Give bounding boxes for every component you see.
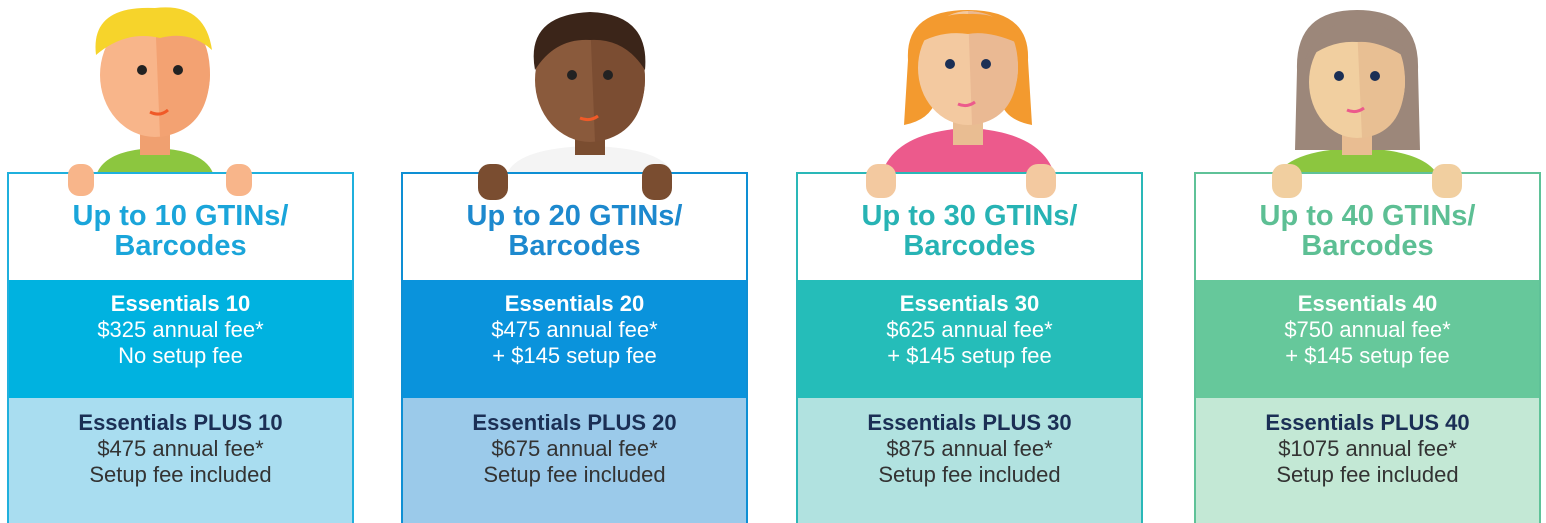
essentials-tier: Essentials 40$750 annual fee*+ $145 setu… bbox=[1196, 280, 1539, 398]
plan-card: Up to 40 GTINs/Barcodes Essentials 40$75… bbox=[1194, 172, 1541, 523]
setup-fee: + $145 setup fee bbox=[1196, 343, 1539, 369]
person-3 bbox=[880, 10, 1056, 180]
heading-line: Up to 40 GTINs/ bbox=[1260, 201, 1476, 231]
heading-line: Up to 20 GTINs/ bbox=[467, 201, 683, 231]
annual-fee: $1075 annual fee* bbox=[1196, 436, 1539, 462]
setup-fee: Setup fee included bbox=[9, 462, 352, 488]
annual-fee: $675 annual fee* bbox=[403, 436, 746, 462]
heading-line: Barcodes bbox=[114, 231, 246, 261]
tier-name: Essentials PLUS 30 bbox=[798, 410, 1141, 436]
setup-fee: Setup fee included bbox=[798, 462, 1141, 488]
plan-card: Up to 30 GTINs/Barcodes Essentials 30$62… bbox=[796, 172, 1143, 523]
heading-line: Up to 10 GTINs/ bbox=[73, 201, 289, 231]
setup-fee: + $145 setup fee bbox=[403, 343, 746, 369]
heading-line: Barcodes bbox=[903, 231, 1035, 261]
annual-fee: $325 annual fee* bbox=[9, 317, 352, 343]
page: Up to 10 GTINs/Barcodes Essentials 10$32… bbox=[0, 0, 1546, 521]
annual-fee: $625 annual fee* bbox=[798, 317, 1141, 343]
tier-name: Essentials 20 bbox=[403, 291, 746, 317]
plan-heading: Up to 40 GTINs/Barcodes bbox=[1196, 174, 1539, 280]
illustrations bbox=[0, 0, 1546, 180]
annual-fee: $875 annual fee* bbox=[798, 436, 1141, 462]
tier-name: Essentials 10 bbox=[9, 291, 352, 317]
plus-tier: Essentials PLUS 20$675 annual fee*Setup … bbox=[403, 398, 746, 523]
essentials-tier: Essentials 10$325 annual fee*No setup fe… bbox=[9, 280, 352, 398]
tier-name: Essentials 30 bbox=[798, 291, 1141, 317]
tier-name: Essentials PLUS 20 bbox=[403, 410, 746, 436]
person-1 bbox=[95, 7, 215, 180]
plan-heading: Up to 20 GTINs/Barcodes bbox=[403, 174, 746, 280]
tier-name: Essentials 40 bbox=[1196, 291, 1539, 317]
person-4 bbox=[1275, 10, 1440, 180]
setup-fee: + $145 setup fee bbox=[798, 343, 1141, 369]
heading-line: Up to 30 GTINs/ bbox=[862, 201, 1078, 231]
annual-fee: $750 annual fee* bbox=[1196, 317, 1539, 343]
setup-fee: Setup fee included bbox=[403, 462, 746, 488]
plus-tier: Essentials PLUS 30$875 annual fee*Setup … bbox=[798, 398, 1141, 523]
plus-tier: Essentials PLUS 40$1075 annual fee*Setup… bbox=[1196, 398, 1539, 523]
plan-heading: Up to 10 GTINs/Barcodes bbox=[9, 174, 352, 280]
annual-fee: $475 annual fee* bbox=[9, 436, 352, 462]
setup-fee: Setup fee included bbox=[1196, 462, 1539, 488]
essentials-tier: Essentials 30$625 annual fee*+ $145 setu… bbox=[798, 280, 1141, 398]
plan-card: Up to 10 GTINs/Barcodes Essentials 10$32… bbox=[7, 172, 354, 523]
annual-fee: $475 annual fee* bbox=[403, 317, 746, 343]
tier-name: Essentials PLUS 40 bbox=[1196, 410, 1539, 436]
person-2 bbox=[505, 12, 675, 180]
heading-line: Barcodes bbox=[508, 231, 640, 261]
plan-card: Up to 20 GTINs/Barcodes Essentials 20$47… bbox=[401, 172, 748, 523]
essentials-tier: Essentials 20$475 annual fee*+ $145 setu… bbox=[403, 280, 746, 398]
heading-line: Barcodes bbox=[1301, 231, 1433, 261]
plus-tier: Essentials PLUS 10$475 annual fee*Setup … bbox=[9, 398, 352, 523]
plan-heading: Up to 30 GTINs/Barcodes bbox=[798, 174, 1141, 280]
setup-fee: No setup fee bbox=[9, 343, 352, 369]
tier-name: Essentials PLUS 10 bbox=[9, 410, 352, 436]
